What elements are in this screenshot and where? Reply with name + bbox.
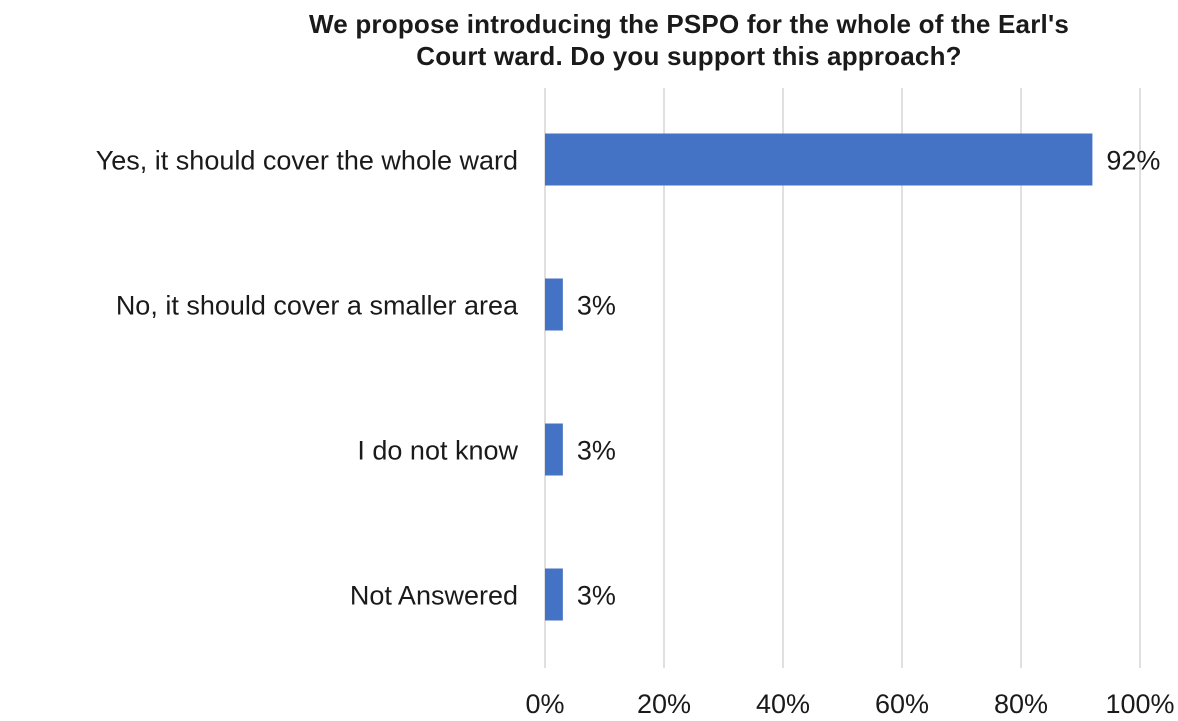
x-tick-label: 40%: [756, 689, 810, 719]
category-label: Yes, it should cover the whole ward: [96, 146, 518, 176]
x-tick-label: 80%: [994, 689, 1048, 719]
x-tick-label: 100%: [1105, 689, 1174, 719]
x-tick-label: 20%: [637, 689, 691, 719]
bar: [545, 568, 563, 621]
value-label: 3%: [577, 581, 616, 611]
chart-title-line-1: We propose introducing the PSPO for the …: [308, 9, 1069, 39]
labels: 0% 20% 40% 60% 80% 100% Yes, it should cover t…: [96, 146, 1175, 720]
bars: [545, 133, 1093, 621]
value-label: 3%: [577, 436, 616, 466]
bar: [545, 423, 563, 476]
category-label: No, it should cover a smaller area: [116, 291, 519, 321]
x-tick-label: 0%: [525, 689, 564, 719]
chart-title: We propose introducing the PSPO for the …: [200, 8, 1178, 72]
bar: [545, 133, 1093, 186]
category-label: Not Answered: [350, 581, 518, 611]
category-label: I do not know: [357, 436, 518, 466]
value-label: 92%: [1106, 146, 1160, 176]
chart-title-line-2: Court ward. Do you support this approach…: [416, 41, 962, 71]
x-tick-label: 60%: [875, 689, 929, 719]
value-label: 3%: [577, 291, 616, 321]
bar: [545, 278, 563, 331]
